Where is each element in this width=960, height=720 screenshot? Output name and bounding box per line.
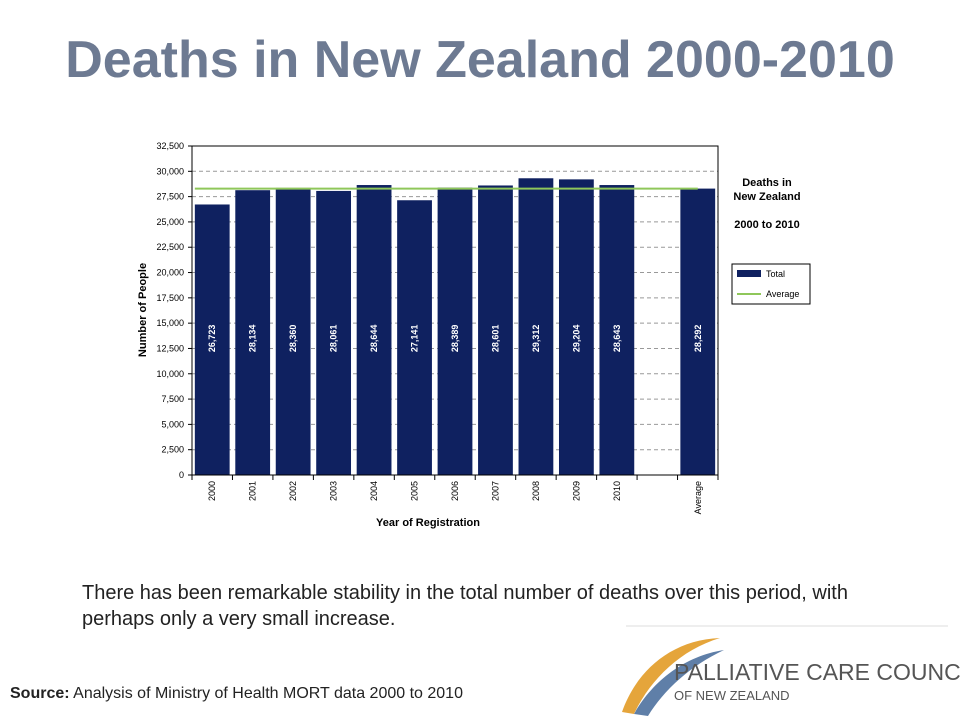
y-tick-label: 17,500 <box>156 293 184 303</box>
y-tick-label: 2,500 <box>161 445 184 455</box>
bar <box>437 187 473 475</box>
bar-data-label: 26,723 <box>207 325 217 353</box>
y-tick-label: 7,500 <box>161 394 184 404</box>
bar <box>558 179 594 475</box>
y-tick-label: 12,500 <box>156 343 184 353</box>
y-axis-ticks: 0 2,500 5,000 7,500 10,000 12,500 15,000 17,500… <box>156 141 192 480</box>
annotation-line-3: 2000 to 2010 <box>734 219 799 231</box>
bar-data-label: 29,204 <box>571 325 581 353</box>
bar <box>478 185 513 475</box>
source-text: Analysis of Ministry of Health MORT data… <box>69 685 463 702</box>
x-tick-label: Average <box>693 481 703 514</box>
legend-label-average: Average <box>766 289 799 299</box>
chart-annotation: Deaths in New Zealand 2000 to 2010 <box>733 177 800 231</box>
bar-data-label: 28,061 <box>329 325 339 353</box>
deaths-bar-chart: 0 2,500 5,000 7,500 10,000 12,500 15,000 17,500… <box>137 141 811 529</box>
x-tick-label: 2009 <box>571 481 581 501</box>
y-tick-label: 27,500 <box>156 192 184 202</box>
y-tick-label: 5,000 <box>161 419 184 429</box>
logo-text-line-1: PALLIATIVE CARE COUNCIL <box>674 659 960 685</box>
logo-swoosh-blue-icon <box>634 650 724 716</box>
chart-bars: 26,723 28,134 28,360 28,061 28,644 27,141 28,3… <box>194 178 716 475</box>
x-tick-label: 2004 <box>369 481 379 501</box>
y-tick-label: 22,500 <box>156 242 184 252</box>
bar-data-label: 29,312 <box>531 325 541 353</box>
annotation-line-2: New Zealand <box>733 191 800 203</box>
x-tick-label: 2005 <box>410 481 420 501</box>
bar-data-label: 28,134 <box>248 325 258 353</box>
bar <box>599 185 635 475</box>
y-tick-label: 15,000 <box>156 318 184 328</box>
x-tick-label: 2002 <box>288 481 298 501</box>
y-tick-label: 30,000 <box>156 166 184 176</box>
x-tick-label: 2001 <box>248 481 258 501</box>
x-tick-label: 2000 <box>207 481 217 501</box>
x-tick-label: 2008 <box>531 481 541 501</box>
bar <box>316 190 352 475</box>
chart-axes <box>191 145 719 476</box>
x-axis-label: Year of Registration <box>376 517 480 529</box>
y-tick-label: 0 <box>179 470 184 480</box>
source-label: Source: <box>10 685 70 702</box>
bar-data-label: 28,360 <box>288 325 298 353</box>
x-tick-label: 2006 <box>450 481 460 501</box>
y-tick-label: 32,500 <box>156 141 184 151</box>
x-tick-label: 2003 <box>329 481 339 501</box>
y-tick-label: 25,000 <box>156 217 184 227</box>
y-axis-label: Number of People <box>137 263 149 357</box>
source-note: Source: Analysis of Ministry of Health M… <box>10 685 463 703</box>
x-axis-ticks: 2000 2001 2002 2003 2004 2005 2006 2007 2008 2009… <box>191 475 719 514</box>
y-tick-label: 10,000 <box>156 369 184 379</box>
bar <box>194 204 230 475</box>
y-tick-label: 20,000 <box>156 268 184 278</box>
bar <box>275 187 311 475</box>
x-tick-label: 2010 <box>612 481 622 501</box>
annotation-line-1: Deaths in <box>742 177 792 189</box>
plot-area-border <box>191 145 719 476</box>
bar-data-label: 28,389 <box>450 325 460 353</box>
legend-label-total: Total <box>766 269 785 279</box>
slide-title: Deaths in New Zealand 2000-2010 <box>65 31 895 89</box>
bar-data-label: 28,643 <box>612 325 622 353</box>
bar <box>680 188 716 475</box>
legend-swatch-total <box>737 270 761 277</box>
x-tick-label: 2007 <box>490 481 500 501</box>
bar <box>518 178 554 475</box>
bar <box>356 185 392 475</box>
bar-data-label: 28,601 <box>490 325 500 353</box>
chart-legend: Total Average <box>731 263 811 305</box>
bar <box>397 200 432 475</box>
palliative-care-council-logo: PALLIATIVE CARE COUNCIL OF NEW ZEALAND <box>622 625 960 716</box>
bar <box>235 190 271 475</box>
logo-text-line-2: OF NEW ZEALAND <box>674 688 790 703</box>
bar-data-label: 28,292 <box>693 325 703 353</box>
bar-data-label: 27,141 <box>410 325 420 353</box>
logo-swoosh-gold-icon <box>622 638 720 714</box>
bar-data-label: 28,644 <box>369 325 379 353</box>
slide-description: There has been remarkable stability in t… <box>82 582 848 630</box>
